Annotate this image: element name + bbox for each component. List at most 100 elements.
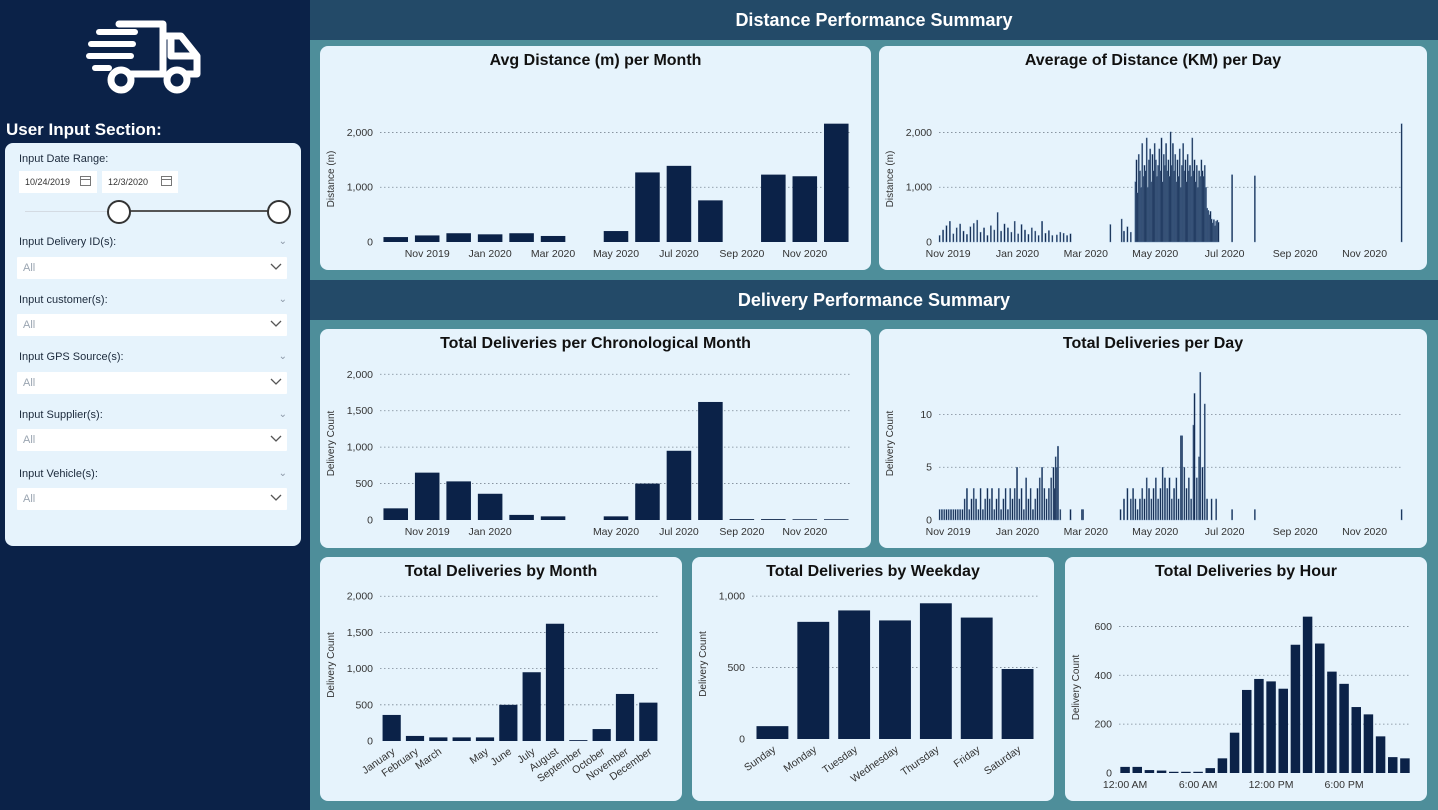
bar <box>968 509 971 521</box>
bar <box>1048 230 1050 243</box>
bar <box>1139 498 1141 521</box>
collapse-chevron-icon[interactable]: ⌄ <box>278 468 287 479</box>
delivery-id-dropdown[interactable]: All <box>17 257 287 279</box>
bar <box>962 230 965 243</box>
y-tick-label: 1,500 <box>347 405 373 417</box>
customer-dropdown[interactable]: All <box>17 314 287 336</box>
bar <box>1062 233 1065 243</box>
calendar-icon[interactable] <box>161 176 172 186</box>
bar <box>477 493 503 520</box>
bar <box>429 737 448 741</box>
bar <box>1129 498 1132 521</box>
collapse-chevron-icon[interactable]: ⌄ <box>278 294 287 305</box>
x-tick-label: May 2020 <box>593 526 639 538</box>
bar <box>1141 488 1144 521</box>
bar <box>976 219 979 243</box>
chart-title: Avg Distance (m) per Month <box>489 52 702 69</box>
delivery-section-title: Delivery Performance Summary <box>310 280 1438 320</box>
bar <box>1051 235 1054 243</box>
x-tick-label: June <box>489 746 515 769</box>
bar <box>1016 467 1018 521</box>
bar <box>1069 509 1072 521</box>
bar <box>963 498 966 521</box>
x-tick-label: Mar 2020 <box>1064 248 1109 260</box>
bar <box>666 450 692 520</box>
x-tick-label: Jan 2020 <box>469 526 512 538</box>
bar <box>1136 509 1139 521</box>
x-tick-label: May 2020 <box>593 248 639 260</box>
end-date-input[interactable]: 12/3/2020 <box>102 171 178 193</box>
x-tick-label: Jul 2020 <box>1205 248 1245 260</box>
x-tick-label: March <box>413 746 444 773</box>
bar <box>1144 770 1155 773</box>
bar <box>995 498 998 521</box>
x-tick-label: Mar 2020 <box>531 248 576 260</box>
slider-handle-start[interactable] <box>107 200 131 224</box>
y-tick-label: 200 <box>1094 719 1112 731</box>
bar <box>972 223 975 243</box>
bar <box>1148 488 1150 521</box>
y-tick-label: 500 <box>355 699 373 711</box>
bar <box>952 233 955 243</box>
dropdown-value: All <box>23 319 36 331</box>
collapse-chevron-icon[interactable]: ⌄ <box>278 351 287 362</box>
bar <box>1001 669 1034 739</box>
calendar-icon[interactable] <box>80 176 91 186</box>
bar <box>1203 403 1206 521</box>
chevron-down-icon <box>270 378 282 385</box>
date-range-slider[interactable] <box>23 200 293 224</box>
chart-title: Total Deliveries by Month <box>404 563 598 580</box>
bar <box>960 617 993 739</box>
vehicle-label: Input Vehicle(s): <box>19 468 98 480</box>
bar <box>1018 498 1021 521</box>
bar <box>1036 488 1039 521</box>
x-tick-label: Nov 2019 <box>405 248 450 260</box>
x-tick-label: Sep 2020 <box>719 248 764 260</box>
x-tick-label: May 2020 <box>1132 248 1178 260</box>
start-date-input[interactable]: 10/24/2019 <box>19 171 97 193</box>
y-tick-label: 0 <box>926 515 932 527</box>
bar <box>1132 488 1134 521</box>
bar <box>997 488 1000 521</box>
x-tick-label: 12:00 PM <box>1249 779 1294 791</box>
bar <box>1010 231 1013 243</box>
bar <box>966 488 968 521</box>
vehicle-dropdown[interactable]: All <box>17 488 287 510</box>
bar <box>792 176 818 242</box>
slider-handle-end[interactable] <box>267 200 291 224</box>
avg-distance-month-chart: 0 1,000 2,000 Distance (m) Nov 2019 Jan 2020 M… <box>326 123 852 260</box>
bar <box>1045 498 1048 521</box>
bar <box>1229 732 1240 773</box>
avg-distance-month-card: Avg Distance (m) per Month 0 1,000 2,000 Di… <box>320 46 871 270</box>
bar <box>540 516 566 520</box>
bar <box>1027 234 1030 243</box>
deliveries-by-weekday-card: Total Deliveries by Weekday 0 500 1,000 Del… <box>692 557 1054 801</box>
y-tick-label: 1,000 <box>347 182 373 194</box>
bar <box>446 233 471 242</box>
bar <box>1193 393 1196 521</box>
bar <box>1044 233 1047 243</box>
bar <box>1400 123 1403 243</box>
bar <box>1011 498 1014 521</box>
bar <box>979 231 982 243</box>
gps-source-dropdown[interactable]: All <box>17 372 287 394</box>
y-tick-label: 2,000 <box>347 591 373 603</box>
bar <box>975 498 977 521</box>
bar <box>1156 770 1167 773</box>
y-tick-label: 1,000 <box>719 591 745 603</box>
supplier-dropdown[interactable]: All <box>17 429 287 451</box>
collapse-chevron-icon[interactable]: ⌄ <box>278 409 287 420</box>
collapse-chevron-icon[interactable]: ⌄ <box>278 236 287 247</box>
bar <box>1007 509 1009 521</box>
bar <box>988 498 991 521</box>
bar <box>990 225 992 243</box>
date-range-label: Input Date Range: <box>19 153 109 165</box>
bar <box>1400 509 1403 521</box>
bar <box>955 227 958 243</box>
sidebar: User Input Section: Input Date Range: 10… <box>0 0 310 810</box>
bar <box>949 220 951 243</box>
deliveries-by-hour-card: Total Deliveries by Hour 0 200 400 600 Deliv… <box>1065 557 1427 801</box>
bar <box>954 509 957 521</box>
bar <box>522 672 541 741</box>
